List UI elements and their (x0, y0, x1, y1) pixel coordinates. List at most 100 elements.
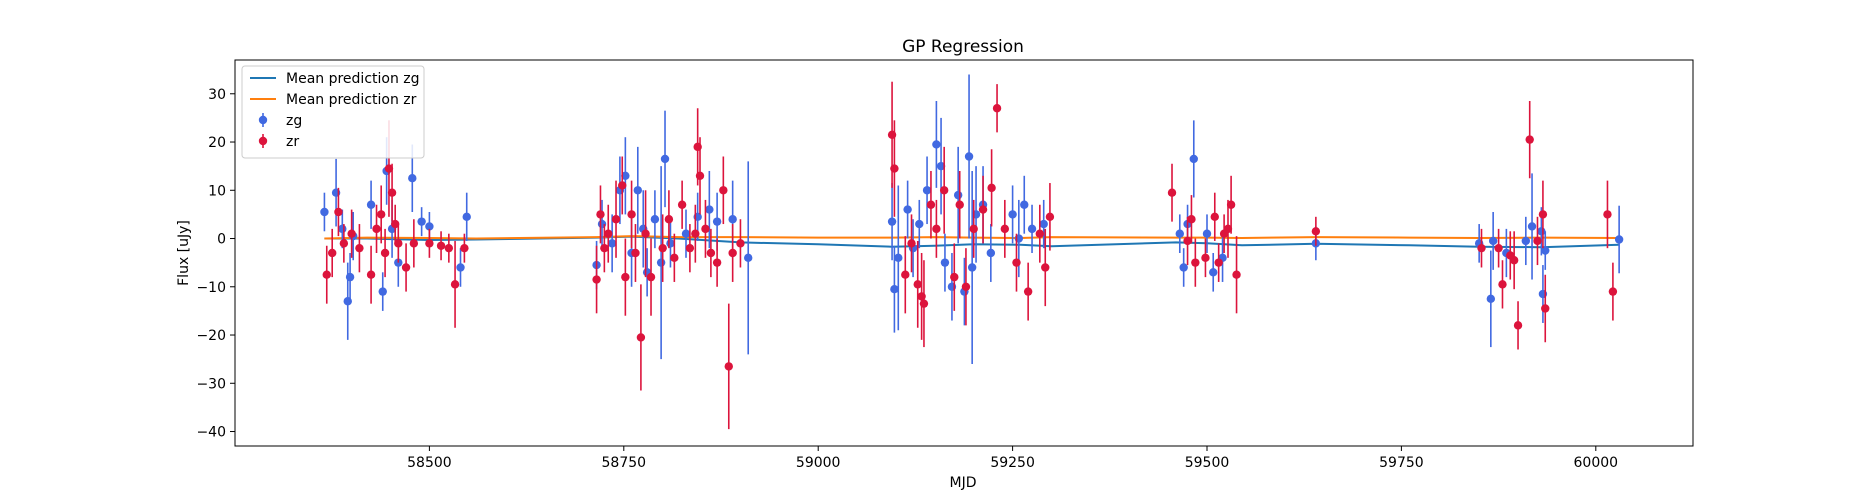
zr-point (611, 215, 621, 224)
zr-point (596, 210, 605, 219)
zr-point (907, 239, 916, 248)
x-tick-label: 59750 (1379, 455, 1424, 471)
zr-point (604, 229, 613, 238)
zr-point (712, 258, 722, 267)
zg-point (1537, 227, 1546, 236)
zg-point (1008, 210, 1017, 219)
zr-point (460, 243, 469, 253)
zr-point (355, 243, 364, 253)
zg-point (1209, 268, 1218, 277)
zr-point (627, 210, 636, 219)
zg-point (915, 219, 924, 229)
zg-point (1039, 219, 1048, 229)
zr-point (636, 333, 646, 342)
zr-point (641, 229, 650, 238)
zr-point (926, 200, 936, 209)
zr-point (1000, 224, 1010, 234)
x-tick-label: 59250 (990, 455, 1035, 471)
zr-point (450, 280, 460, 289)
zr-point (987, 183, 996, 193)
zg-point (417, 217, 426, 226)
zg-point (366, 200, 376, 209)
zr-point (969, 224, 978, 234)
zr-point (677, 200, 687, 209)
zg-point (712, 217, 722, 226)
zg-point (320, 207, 329, 217)
zr-point (1035, 229, 1045, 238)
zr-point (1513, 321, 1523, 330)
zr-point (380, 248, 390, 258)
y-tick-label: 10 (208, 183, 226, 199)
zr-point (1541, 304, 1550, 313)
zg-point (964, 152, 974, 161)
zr-point (401, 263, 411, 272)
zr-point (600, 243, 609, 253)
legend-label: Mean prediction zr (286, 92, 417, 108)
zr-point (736, 239, 745, 248)
zr-point (978, 205, 988, 214)
zg-point (666, 239, 675, 248)
zg-point (953, 190, 963, 200)
zr-point (409, 239, 419, 248)
zr-point (1023, 287, 1033, 296)
zr-point (695, 171, 705, 180)
zr-point (932, 224, 941, 234)
zg-point (1179, 263, 1188, 272)
zr-point (1223, 224, 1233, 234)
zr-point (1226, 200, 1236, 209)
legend-marker-swatch (258, 115, 268, 125)
zr-point (1214, 258, 1223, 267)
zr-point (334, 207, 343, 217)
zg-point (462, 212, 471, 222)
zg-point (621, 171, 630, 180)
legend-box (241, 65, 425, 159)
zg-point (967, 263, 977, 272)
zr-point (950, 272, 959, 282)
zg-point (922, 186, 932, 195)
zg-point (1486, 294, 1496, 304)
zr-point (322, 270, 331, 279)
zg-point (633, 186, 642, 195)
zg-point (940, 258, 950, 267)
zr-point (1191, 258, 1200, 267)
zr-point (394, 239, 403, 248)
zg-point (1521, 236, 1531, 246)
zr-point (1533, 236, 1542, 246)
y-tick-label: −20 (196, 328, 226, 344)
zr-point (901, 270, 910, 279)
zg-point (607, 239, 617, 248)
zr-point (1041, 263, 1050, 272)
zr-point (1012, 258, 1021, 267)
zg-point (660, 154, 670, 164)
zr-point (328, 248, 337, 258)
zg-point (650, 215, 660, 224)
zg-point (728, 215, 737, 224)
zg-point (1189, 154, 1198, 164)
zr-point (1477, 243, 1486, 253)
zr-point (961, 282, 971, 291)
zr-point (1232, 270, 1241, 279)
zg-point (338, 224, 347, 234)
zr-point (1498, 280, 1507, 289)
y-tick-label: 0 (217, 232, 226, 248)
legend-label: Mean prediction zg (286, 71, 420, 87)
zr-point (621, 272, 630, 282)
zg-point (1202, 229, 1212, 238)
zg-point (903, 205, 912, 214)
zg-point (425, 222, 434, 231)
zr-point (1201, 253, 1210, 263)
plot-area (320, 74, 1624, 430)
x-axis-label: MJD (950, 475, 977, 491)
y-tick-label: 30 (208, 87, 226, 103)
zg-point (744, 253, 753, 263)
zr-point (706, 248, 716, 258)
zr-point (347, 229, 356, 238)
legend-label: zr (286, 134, 299, 150)
zr-point (390, 219, 400, 229)
zr-point (685, 243, 695, 253)
legend: Mean prediction zg Mean prediction zr zg zr (241, 65, 425, 159)
zr-point (1311, 227, 1321, 236)
zr-point (724, 362, 733, 371)
zr-point (1603, 210, 1612, 219)
